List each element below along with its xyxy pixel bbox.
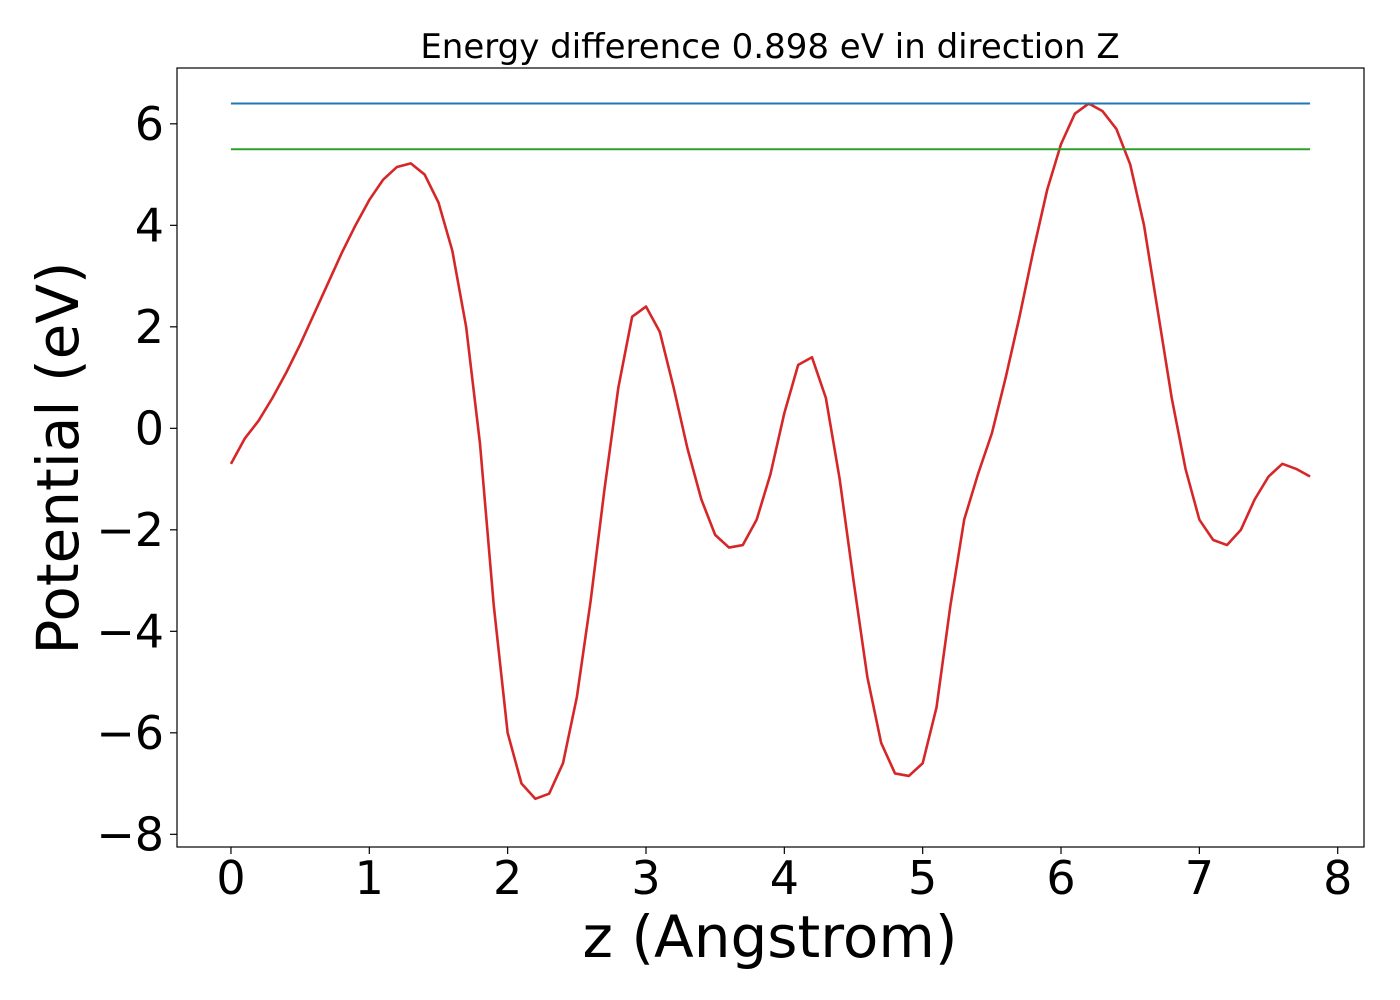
x-tick-label: 6 bbox=[1046, 851, 1075, 905]
y-axis-label: Potential (eV) bbox=[24, 261, 92, 654]
x-tick-label: 4 bbox=[770, 851, 799, 905]
x-tick-label: 1 bbox=[355, 851, 384, 905]
y-axis: −8 −6 −4 −2 0 2 4 6 bbox=[96, 97, 177, 861]
y-tick-label: 2 bbox=[135, 300, 164, 354]
y-tick-label: 6 bbox=[135, 97, 164, 151]
chart-title: Energy difference 0.898 eV in direction … bbox=[420, 27, 1119, 67]
x-tick-label: 2 bbox=[493, 851, 522, 905]
x-tick-label: 8 bbox=[1323, 851, 1352, 905]
x-tick-label: 0 bbox=[216, 851, 245, 905]
x-axis-label: z (Angstrom) bbox=[583, 903, 958, 971]
plot-frame bbox=[176, 67, 1365, 848]
plot-area bbox=[176, 67, 1365, 848]
series-line-0 bbox=[229, 102, 1311, 801]
y-tick-label: −2 bbox=[96, 503, 164, 557]
x-tick-label: 3 bbox=[631, 851, 660, 905]
series-layer bbox=[229, 102, 1311, 801]
y-tick-label: 0 bbox=[135, 401, 164, 455]
x-axis: 0 1 2 3 4 5 6 7 8 bbox=[216, 847, 1352, 905]
y-tick-label: −4 bbox=[96, 604, 164, 658]
y-tick-label: 4 bbox=[135, 198, 164, 252]
x-tick-label: 7 bbox=[1185, 851, 1214, 905]
y-tick-label: −6 bbox=[96, 706, 164, 760]
y-tick-label: −8 bbox=[96, 807, 164, 861]
x-tick-label: 5 bbox=[908, 851, 937, 905]
